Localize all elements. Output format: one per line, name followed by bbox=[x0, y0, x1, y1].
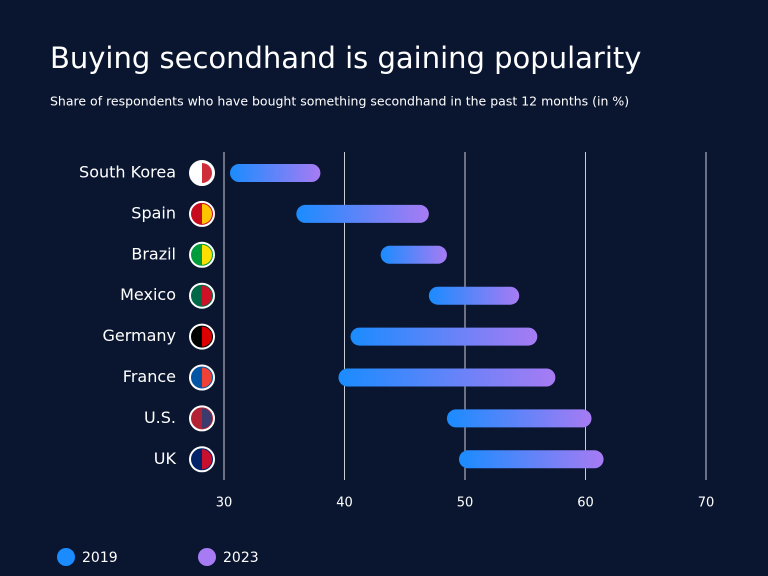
range-bar bbox=[380, 245, 447, 264]
flag-icon-part bbox=[202, 203, 212, 224]
legend-label: 2019 bbox=[82, 550, 118, 566]
chart-subtitle: Share of respondents who have bought som… bbox=[50, 94, 629, 109]
x-tick-label: 40 bbox=[336, 496, 353, 511]
range-bar bbox=[230, 164, 321, 182]
x-tick-label: 30 bbox=[216, 496, 233, 511]
category-label: France bbox=[123, 367, 176, 386]
category-label: Germany bbox=[102, 326, 176, 345]
flag-icon-part bbox=[202, 326, 212, 347]
legend-label: 2023 bbox=[223, 550, 259, 566]
range-bar bbox=[428, 286, 520, 305]
flag-icon-part bbox=[202, 367, 212, 388]
category-label: Brazil bbox=[131, 244, 176, 263]
flag-icon-part bbox=[202, 244, 212, 265]
range-bar bbox=[350, 327, 538, 346]
x-tick-label: 50 bbox=[457, 496, 474, 511]
range-bar bbox=[446, 409, 592, 428]
flag-icon-part bbox=[202, 449, 212, 470]
flag-icon-part bbox=[202, 285, 212, 306]
range-bar bbox=[458, 450, 604, 469]
category-label: U.S. bbox=[144, 408, 176, 427]
range-bar bbox=[296, 204, 429, 223]
x-tick-label: 70 bbox=[698, 496, 715, 511]
category-label: South Korea bbox=[79, 163, 176, 182]
legend-marker bbox=[57, 548, 75, 566]
category-label: UK bbox=[154, 449, 177, 468]
range-bar bbox=[338, 368, 556, 387]
legend-marker bbox=[198, 548, 216, 566]
chart-title: Buying secondhand is gaining popularity bbox=[50, 41, 641, 75]
category-label: Spain bbox=[131, 203, 176, 222]
x-tick-label: 60 bbox=[577, 496, 594, 511]
flag-icon-part bbox=[202, 408, 212, 429]
category-label: Mexico bbox=[120, 285, 176, 304]
flag-icon-part bbox=[202, 163, 212, 183]
